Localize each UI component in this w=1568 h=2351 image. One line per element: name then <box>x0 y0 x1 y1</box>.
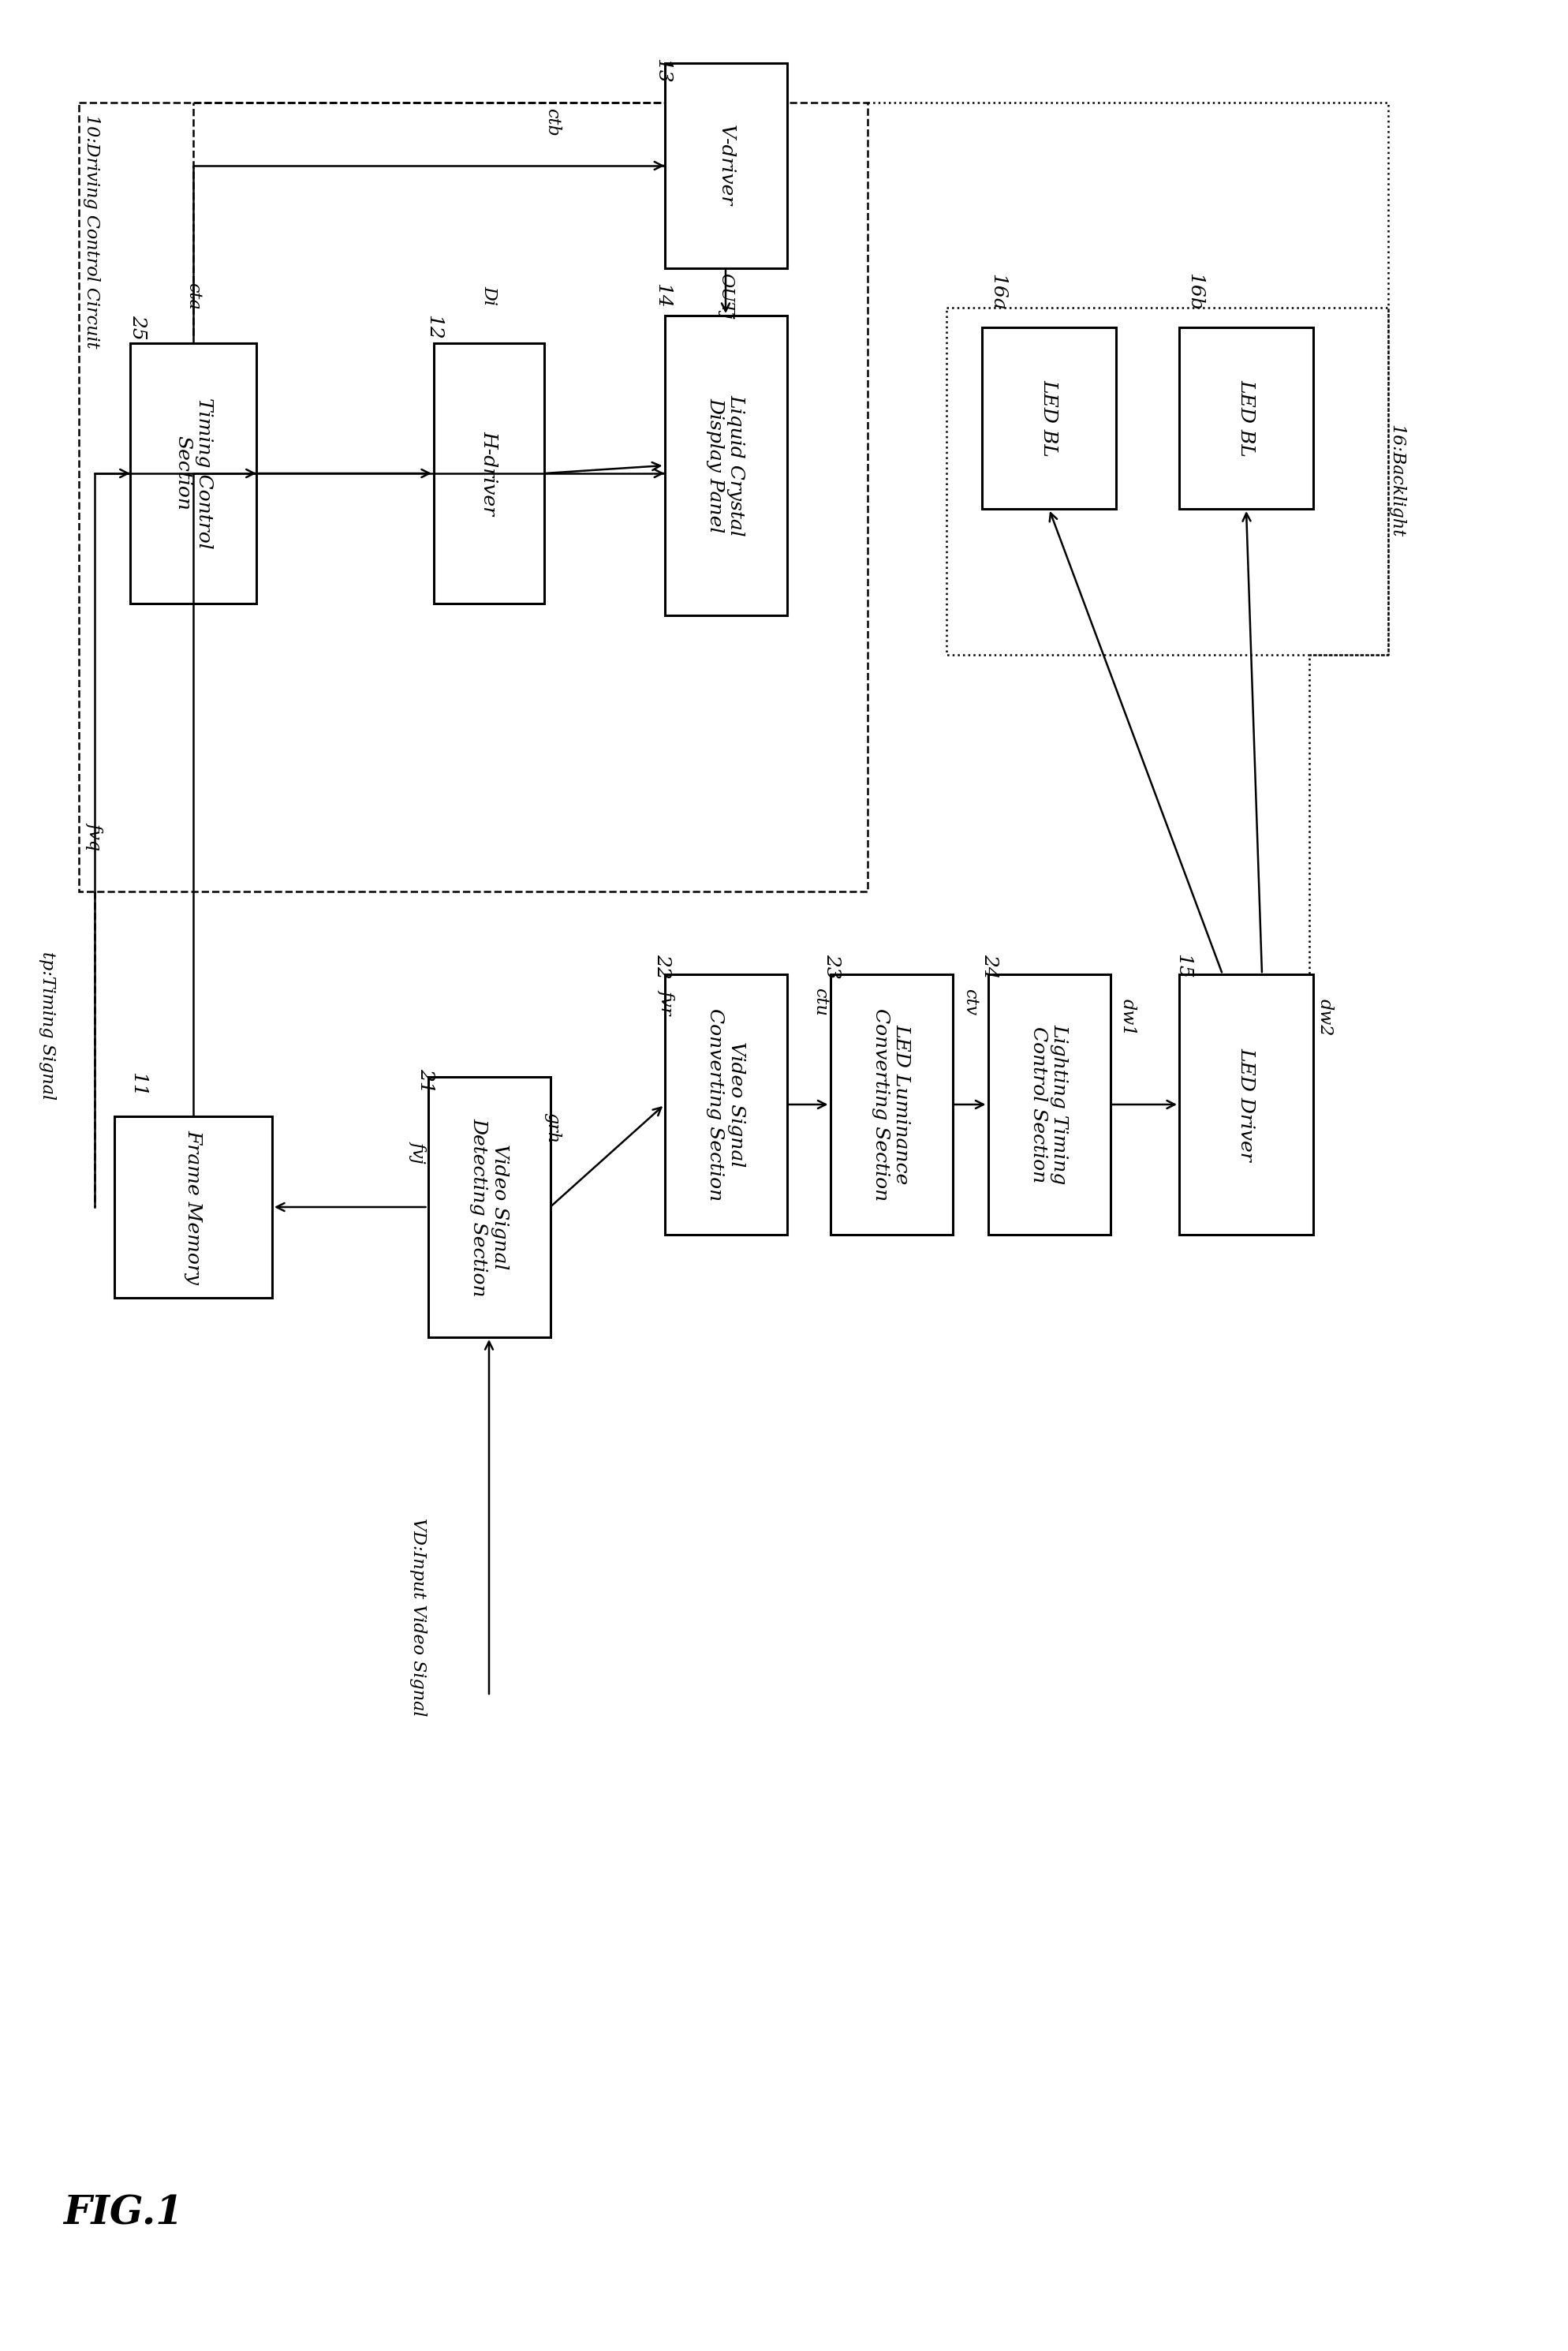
Text: fvq: fvq <box>86 823 103 851</box>
Text: LED Driver: LED Driver <box>1237 1049 1256 1161</box>
Text: ctu: ctu <box>812 987 829 1016</box>
Text: LED Luminance
Converting Section: LED Luminance Converting Section <box>872 1009 911 1201</box>
Bar <box>428 1077 550 1338</box>
Text: Di: Di <box>480 287 497 306</box>
Bar <box>130 343 256 604</box>
Text: 11: 11 <box>129 1072 147 1098</box>
Text: fvr: fvr <box>659 990 676 1013</box>
Bar <box>829 973 952 1234</box>
Text: 14: 14 <box>654 284 671 308</box>
Text: Timing Control
Section: Timing Control Section <box>174 397 213 550</box>
Text: ctv: ctv <box>961 987 978 1016</box>
Bar <box>665 973 787 1234</box>
Text: Frame Memory: Frame Memory <box>183 1131 202 1284</box>
Text: fvj: fvj <box>409 1140 426 1164</box>
Text: ctb: ctb <box>544 108 561 136</box>
Text: 25: 25 <box>129 315 147 341</box>
Text: 10:Driving Control Circuit: 10:Driving Control Circuit <box>83 115 100 348</box>
Bar <box>982 327 1116 508</box>
Text: H‑driver: H‑driver <box>480 430 499 515</box>
Text: 21: 21 <box>417 1067 434 1093</box>
Text: dw1: dw1 <box>1120 999 1137 1037</box>
Text: 15: 15 <box>1174 955 1192 978</box>
Bar <box>114 1117 273 1298</box>
Text: FIG.1: FIG.1 <box>63 2193 183 2233</box>
Text: Liquid Crystal
Display Panel: Liquid Crystal Display Panel <box>706 395 745 536</box>
Bar <box>988 973 1110 1234</box>
Text: 24: 24 <box>982 955 999 978</box>
Text: dw2: dw2 <box>1317 999 1334 1037</box>
Text: 22: 22 <box>654 955 671 978</box>
Text: VD:Input Video Signal: VD:Input Video Signal <box>409 1519 426 1716</box>
Text: Video Signal
Detecting Section: Video Signal Detecting Section <box>469 1117 508 1295</box>
Bar <box>1179 327 1314 508</box>
Text: V‑driver: V‑driver <box>717 125 735 207</box>
Text: 16:Backlight: 16:Backlight <box>1388 426 1405 538</box>
Text: LED BL: LED BL <box>1237 379 1256 456</box>
Text: cta: cta <box>185 282 202 310</box>
Bar <box>665 63 787 268</box>
Text: 12: 12 <box>425 315 442 341</box>
Text: 16a: 16a <box>989 273 1007 310</box>
Bar <box>78 103 867 891</box>
Bar <box>1179 973 1314 1234</box>
Text: tp:Timing Signal: tp:Timing Signal <box>39 952 56 1100</box>
Text: LED BL: LED BL <box>1040 379 1058 456</box>
Text: OUTj: OUTj <box>717 273 734 320</box>
Bar <box>947 308 1388 656</box>
Text: Video Signal
Converting Section: Video Signal Converting Section <box>706 1009 745 1201</box>
Text: 23: 23 <box>823 955 840 978</box>
Text: 16b: 16b <box>1185 273 1204 310</box>
Bar <box>434 343 544 604</box>
Bar <box>665 315 787 616</box>
Text: Lighting Timing
Control Section: Lighting Timing Control Section <box>1030 1025 1068 1185</box>
Text: 13: 13 <box>654 59 671 85</box>
Text: grh: grh <box>544 1112 561 1143</box>
